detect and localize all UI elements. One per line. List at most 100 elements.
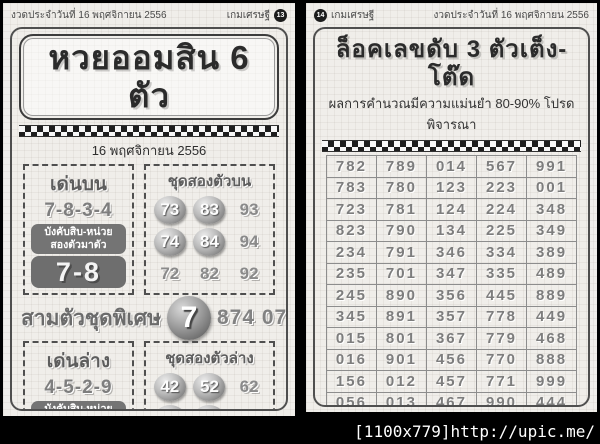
table-cell: 445 bbox=[475, 284, 528, 307]
table-cell: 001 bbox=[526, 176, 578, 199]
table-cell: 701 bbox=[375, 262, 427, 285]
table-cell: 134 bbox=[425, 219, 477, 242]
brand-name-right: เกมเศรษฐี bbox=[331, 10, 375, 21]
table-cell: 457 bbox=[425, 370, 477, 393]
table-cell: 014 bbox=[425, 155, 477, 178]
table-cell: 335 bbox=[475, 262, 528, 285]
checker-divider bbox=[19, 125, 279, 137]
table-cell: 990 bbox=[475, 391, 528, 405]
den-bon-box: เด่นบน 7-8-3-4 บังคับสิบ-หน่วย สองตัวมาต… bbox=[23, 164, 134, 295]
table-cell: 770 bbox=[475, 348, 528, 371]
table-cell: 468 bbox=[526, 327, 578, 350]
number-plain: 69 bbox=[233, 405, 265, 409]
den-bon-label: เด่นบน bbox=[50, 174, 107, 195]
table-cell: 780 bbox=[375, 176, 427, 199]
table-cell: 456 bbox=[425, 348, 477, 371]
table-row: 016 901 456 770 888 bbox=[325, 348, 578, 371]
brand-group-right: 14 เกมเศรษฐี bbox=[314, 8, 374, 23]
table-cell: 783 bbox=[325, 176, 377, 199]
force-note2-line1: บังคับสิบ-หน่วย bbox=[44, 403, 113, 411]
page-number-badge-right: 14 bbox=[314, 9, 327, 22]
table-cell: 356 bbox=[425, 284, 477, 307]
force-note-box: บังคับสิบ-หน่วย สองตัวมาตัว bbox=[31, 224, 126, 254]
issue-date-right: งวดประจำวันที่ 16 พฤศจิกายน 2556 bbox=[433, 10, 589, 21]
table-cell: 449 bbox=[526, 305, 578, 328]
three-special-band: สามตัวชุดพิเศษ 7 874 074 873 bbox=[21, 296, 286, 340]
table-cell: 891 bbox=[375, 305, 427, 328]
table-row: 056 013 467 990 444 bbox=[325, 391, 578, 405]
number-bubble: 49 bbox=[153, 405, 186, 409]
table-cell: 778 bbox=[475, 305, 528, 328]
table-cell: 823 bbox=[325, 219, 377, 242]
number-bubble: 84 bbox=[193, 228, 226, 256]
table-cell: 901 bbox=[375, 348, 427, 371]
pairs-top-box: ชุดสองตัวบน 73 83 93 74 84 94 72 82 92 bbox=[143, 164, 275, 295]
den-bon-digits: 7-8-3-4 bbox=[44, 200, 113, 221]
table-row: 015 801 367 779 468 bbox=[325, 327, 578, 350]
left-sheet-border: หวยออมสิน 6 ตัว 16 พฤศจิกายน 2556 เด่นบน… bbox=[10, 27, 288, 411]
table-cell: 225 bbox=[475, 219, 528, 242]
table-cell: 782 bbox=[325, 155, 377, 178]
lock-number-table: 782 789 014 567 991 783 780 123 223 001 723 781 124 2… bbox=[325, 155, 578, 405]
pairs-top-label: ชุดสองตัวบน bbox=[167, 173, 252, 190]
table-cell: 489 bbox=[526, 262, 578, 285]
table-cell: 991 bbox=[526, 155, 578, 178]
main-title-box: หวยออมสิน 6 ตัว bbox=[19, 34, 279, 120]
table-cell: 789 bbox=[375, 155, 427, 178]
number-bubble: 52 bbox=[193, 373, 226, 401]
lower-section: เด่นล่าง 4-5-2-9 บังคับสิบ-หน่วย สองตัวม… bbox=[23, 341, 275, 411]
lock-subtitle: ผลการคำนวณมีความแม่นยำ 80-90% โปรดพิจารณ… bbox=[328, 96, 575, 132]
table-cell: 779 bbox=[475, 327, 528, 350]
table-cell: 016 bbox=[325, 348, 377, 371]
left-page-header: งวดประจำวันที่ 16 พฤศจิกายน 2556 เกมเศรษ… bbox=[3, 3, 295, 25]
table-cell: 367 bbox=[425, 327, 477, 350]
table-cell: 791 bbox=[375, 241, 427, 264]
table-cell: 723 bbox=[325, 198, 377, 221]
table-cell: 235 bbox=[325, 262, 377, 285]
table-cell: 347 bbox=[425, 262, 477, 285]
number-plain: 94 bbox=[239, 232, 259, 251]
table-cell: 224 bbox=[475, 198, 528, 221]
table-cell: 567 bbox=[475, 155, 528, 178]
page-title: หวยออมสิน 6 ตัว bbox=[48, 39, 250, 114]
three-special-circle: 7 bbox=[166, 296, 211, 340]
force-note-box-2: บังคับสิบ-หน่วย สองตัวมาตัว bbox=[31, 401, 126, 411]
pairs-top-grid: 73 83 93 74 84 94 72 82 92 bbox=[150, 196, 269, 288]
pairs-bottom-box: ชุดสองตัวล่าง 425262495969415161 bbox=[143, 341, 275, 409]
left-page: งวดประจำวันที่ 16 พฤศจิกายน 2556 เกมเศรษ… bbox=[3, 3, 295, 416]
table-cell: 349 bbox=[526, 219, 578, 242]
right-sheet-border: ล็อคเลขดับ 3 ตัวเต็ง-โต๊ด ผลการคำนวณมีคว… bbox=[313, 27, 590, 407]
table-row: 782 789 014 567 991 bbox=[325, 155, 578, 178]
checker-divider-right bbox=[322, 140, 581, 152]
watermark-url: [1100x779]http://upic.me/ bbox=[354, 422, 595, 441]
table-cell: 124 bbox=[425, 198, 477, 221]
issue-date-left: งวดประจำวันที่ 16 พฤศจิกายน 2556 bbox=[11, 10, 167, 21]
number-plain: 82 bbox=[200, 264, 219, 283]
table-cell: 389 bbox=[526, 241, 578, 264]
brand-group-left: เกมเศรษฐี 13 bbox=[227, 8, 287, 23]
table-cell: 156 bbox=[325, 370, 377, 393]
table-cell: 467 bbox=[425, 391, 477, 405]
den-lang-digits: 4-5-2-9 bbox=[44, 377, 113, 398]
table-cell: 781 bbox=[375, 198, 427, 221]
table-row: 234 791 346 334 389 bbox=[325, 241, 578, 264]
force-note-line1: บังคับสิบ-หน่วย bbox=[44, 226, 113, 238]
number-plain: 93 bbox=[239, 200, 259, 219]
table-cell: 334 bbox=[475, 241, 528, 264]
table-cell: 123 bbox=[425, 176, 477, 199]
table-cell: 888 bbox=[526, 348, 578, 371]
table-cell: 346 bbox=[425, 241, 477, 264]
table-cell: 056 bbox=[325, 391, 377, 405]
pairs-bottom-grid: 425262495969415161 bbox=[150, 373, 269, 409]
den-lang-box: เด่นล่าง 4-5-2-9 บังคับสิบ-หน่วย สองตัวม… bbox=[23, 341, 134, 411]
number-bubble: 73 bbox=[153, 196, 186, 224]
page-number-badge: 13 bbox=[274, 9, 287, 22]
pairs-bottom-label: ชุดสองตัวล่าง bbox=[165, 350, 254, 367]
den-lang-label: เด่นล่าง bbox=[46, 351, 111, 372]
right-page-header: 14 เกมเศรษฐี งวดประจำวันที่ 16 พฤศจิกายน… bbox=[306, 3, 597, 25]
table-cell: 223 bbox=[475, 176, 528, 199]
table-row: 235 701 347 335 489 bbox=[325, 262, 578, 285]
table-cell: 357 bbox=[425, 305, 477, 328]
number-plain: 92 bbox=[239, 264, 259, 283]
table-cell: 444 bbox=[526, 391, 578, 405]
